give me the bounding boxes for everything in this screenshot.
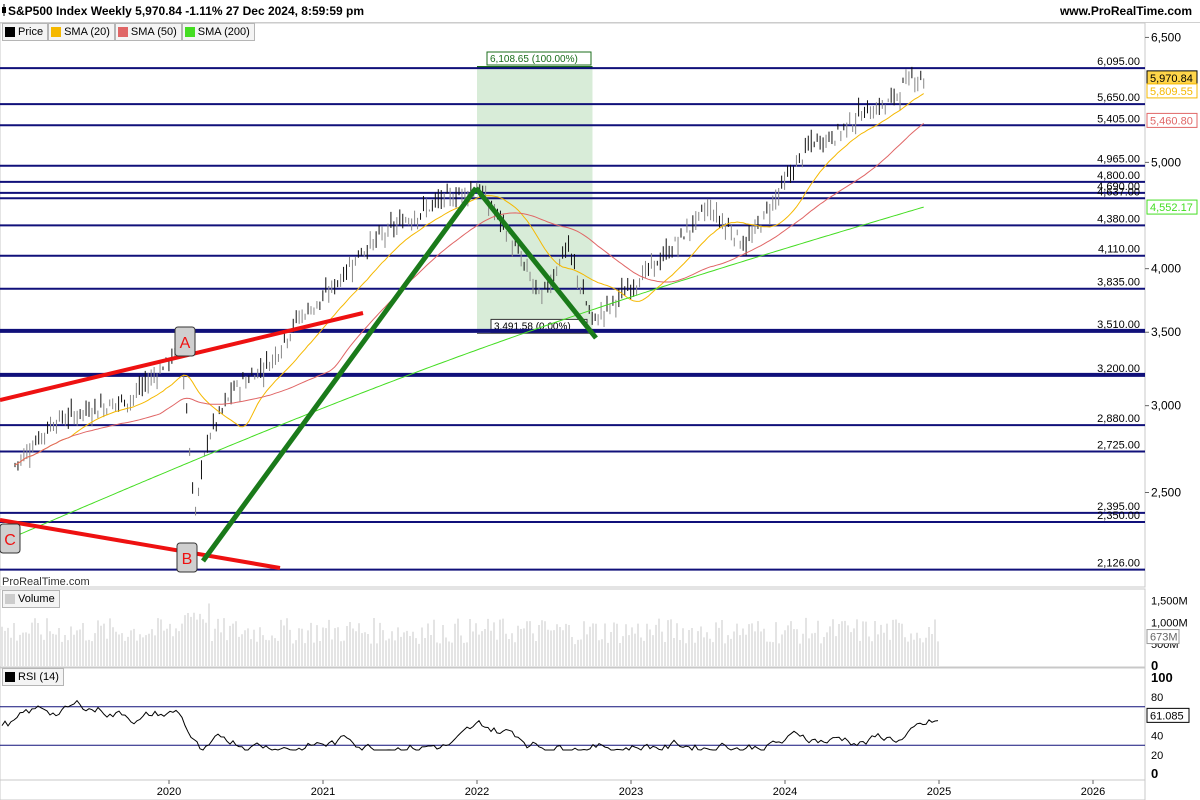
volume-axis-label: 0 bbox=[1151, 658, 1158, 673]
candle-icon bbox=[2, 4, 6, 16]
legend-label: Price bbox=[18, 26, 44, 38]
volume-axis-label: 1,500M bbox=[1151, 595, 1188, 607]
rsi-panel-frame bbox=[0, 667, 1146, 781]
horizontal-level-label: 4,965.00 bbox=[1097, 154, 1140, 166]
legend-item-sma-20[interactable]: SMA (20) bbox=[48, 23, 115, 41]
price-badge-label: 5,970.84 bbox=[1150, 73, 1193, 85]
legend-label: SMA (200) bbox=[197, 26, 250, 38]
point-label-box-c bbox=[0, 523, 21, 554]
x-axis-tick-label: 2020 bbox=[157, 786, 181, 798]
green-trendline-down bbox=[474, 186, 598, 340]
horizontal-level-label: 2,395.00 bbox=[1097, 501, 1140, 513]
y-axis-tick-label: 2,500 bbox=[1151, 485, 1181, 499]
horizontal-level-label: 3,510.00 bbox=[1097, 319, 1140, 331]
volume-bars-icon bbox=[5, 594, 15, 604]
volume-bars bbox=[1, 603, 939, 666]
legend-item-sma-200[interactable]: SMA (200) bbox=[181, 23, 255, 41]
price-badge-box bbox=[1146, 83, 1198, 99]
horizontal-level-label: 3,200.00 bbox=[1097, 363, 1140, 375]
horizontal-level-label: 6,095.00 bbox=[1097, 56, 1140, 68]
point-label-box-a bbox=[174, 326, 196, 357]
legend-swatch-icon bbox=[5, 27, 15, 37]
rsi-line bbox=[1, 699, 939, 751]
watermark-text: ProRealTime.com bbox=[2, 576, 90, 588]
rsi-panel-label[interactable]: RSI (14) bbox=[2, 668, 64, 686]
rsi-line-icon bbox=[5, 672, 15, 682]
horizontal-level-label: 4,110.00 bbox=[1098, 244, 1140, 256]
point-label-b: B bbox=[182, 551, 193, 568]
x-axis-tick-label: 2021 bbox=[311, 786, 335, 798]
rsi-axis-label: 0 bbox=[1151, 766, 1158, 781]
horizontal-level-label: 2,880.00 bbox=[1097, 413, 1140, 425]
volume-current-box bbox=[1146, 629, 1180, 645]
price-badge-box bbox=[1146, 112, 1198, 128]
x-axis-frame bbox=[0, 779, 1146, 800]
point-label-box-b bbox=[176, 542, 198, 573]
horizontal-level-label: 3,835.00 bbox=[1097, 277, 1140, 289]
rsi-label-text: RSI (14) bbox=[18, 671, 59, 683]
point-label-a: A bbox=[180, 335, 191, 352]
x-axis-tick-label: 2026 bbox=[1081, 786, 1105, 798]
price-badge-label: 4,552.17 bbox=[1150, 202, 1193, 214]
sma50-line bbox=[14, 123, 925, 466]
y-axis-tick-label: 3,000 bbox=[1151, 399, 1181, 413]
chart-header: S&P500 Index Weekly 5,970.84 -1.11% 27 D… bbox=[0, 0, 1200, 23]
y-axis-tick-label: 6,500 bbox=[1151, 30, 1181, 44]
legend-swatch-icon bbox=[117, 27, 128, 37]
horizontal-level-label: 5,405.00 bbox=[1097, 113, 1140, 125]
legend-item-price[interactable]: Price bbox=[2, 23, 49, 41]
horizontal-level-label: 4,690.00 bbox=[1097, 181, 1140, 193]
price-badge-label: 5,809.55 bbox=[1150, 86, 1193, 98]
fib-bottom-label: 3,491.58 (0.00%) bbox=[494, 321, 571, 332]
x-axis-tick-label: 2024 bbox=[773, 786, 797, 798]
rsi-axis-label: 40 bbox=[1151, 731, 1163, 743]
red-trendline-lower bbox=[0, 518, 281, 570]
indicator-legend: Price SMA (20) SMA (50) SMA (200) bbox=[2, 23, 255, 41]
rsi-current-label: 61.085 bbox=[1150, 710, 1184, 722]
legend-swatch-icon bbox=[184, 27, 195, 37]
legend-swatch-icon bbox=[51, 27, 62, 37]
horizontal-level-label: 2,350.00 bbox=[1097, 510, 1140, 522]
y-axis-tick-label: 4,000 bbox=[1151, 262, 1181, 276]
sma20-line bbox=[14, 93, 924, 466]
horizontal-level-label: 2,725.00 bbox=[1097, 439, 1140, 451]
point-label-c: C bbox=[4, 532, 16, 549]
horizontal-level-label: 5,650.00 bbox=[1097, 92, 1140, 104]
green-trendline-up bbox=[200, 186, 479, 563]
y-axis-tick-label: 3,500 bbox=[1151, 325, 1181, 339]
price-badge-box bbox=[1146, 199, 1198, 215]
rsi-current-box bbox=[1146, 707, 1190, 723]
volume-label-text: Volume bbox=[18, 593, 55, 605]
y-axis-tick-label: 5,000 bbox=[1151, 155, 1181, 169]
brand-link[interactable]: www.ProRealTime.com bbox=[1059, 4, 1192, 18]
rsi-axis-label: 20 bbox=[1151, 750, 1163, 762]
rsi-axis-label: 80 bbox=[1151, 692, 1163, 704]
fib-retracement-box bbox=[477, 67, 593, 334]
sma200-line bbox=[14, 206, 924, 537]
x-axis-tick-label: 2022 bbox=[465, 786, 489, 798]
chart-title: S&P500 Index Weekly 5,970.84 -1.11% 27 D… bbox=[8, 4, 365, 18]
volume-axis-label: 1,000M bbox=[1151, 617, 1188, 629]
legend-item-sma-50[interactable]: SMA (50) bbox=[114, 23, 182, 41]
x-axis-tick-label: 2023 bbox=[619, 786, 643, 798]
horizontal-level-label: 4,637.00 bbox=[1097, 186, 1140, 198]
volume-current-label: 673M bbox=[1150, 632, 1178, 644]
fib-top-label: 6,108.65 (100.00%) bbox=[490, 54, 578, 65]
price-badge-label: 5,460.80 bbox=[1150, 115, 1193, 127]
legend-label: SMA (20) bbox=[64, 26, 110, 38]
volume-panel-label[interactable]: Volume bbox=[2, 590, 60, 608]
rsi-axis-label: 100 bbox=[1151, 670, 1173, 685]
fib-top-label-box bbox=[486, 51, 592, 66]
x-axis-tick-label: 2025 bbox=[927, 786, 951, 798]
horizontal-level-label: 4,800.00 bbox=[1097, 170, 1140, 182]
legend-label: SMA (50) bbox=[130, 26, 177, 38]
horizontal-level-label: 2,126.00 bbox=[1097, 558, 1140, 570]
horizontal-level-label: 4,380.00 bbox=[1097, 213, 1140, 225]
